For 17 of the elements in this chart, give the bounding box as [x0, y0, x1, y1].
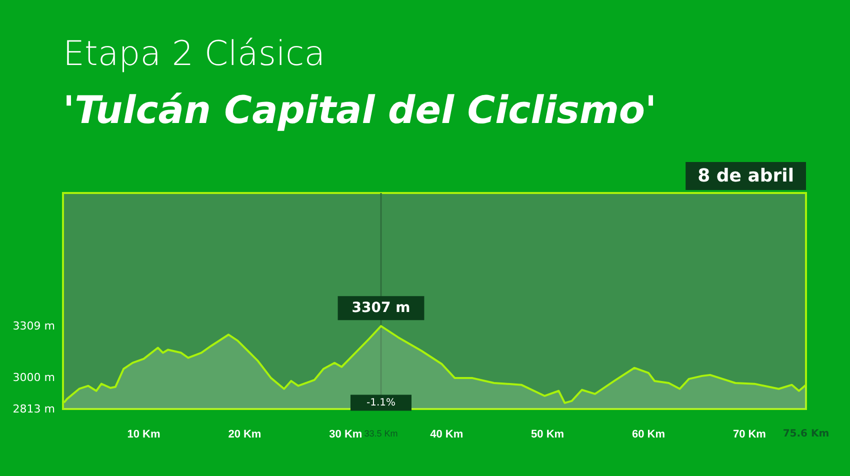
x-tick-label: 50 Km: [531, 428, 564, 440]
x-tick-label: 40 Km: [430, 428, 464, 440]
x-tick-label: 20 Km: [228, 428, 262, 440]
chart-subtitle: 'Tulcán Capital del Ciclismo': [63, 88, 657, 132]
x-tick-label: 30 Km: [329, 428, 362, 440]
y-tick-label: 3309 m: [12, 319, 55, 332]
text: 8 de abril: [698, 166, 794, 186]
x-tick-label: 33.5 Km: [364, 428, 398, 438]
y-tick-label: 2813 m: [12, 402, 55, 416]
annotation: 3307 m: [352, 300, 410, 316]
x-tick-label: 10 Km: [127, 428, 160, 440]
y-tick-label: 3000 m: [12, 371, 55, 384]
x-tick-label: 75.6 Km: [782, 428, 830, 440]
annotation: -1.1%: [366, 397, 396, 408]
x-tick-label: 70 Km: [732, 428, 766, 440]
x-tick-label: 60 Km: [632, 428, 666, 440]
chart-title: Etapa 2 Clásica: [63, 34, 326, 74]
